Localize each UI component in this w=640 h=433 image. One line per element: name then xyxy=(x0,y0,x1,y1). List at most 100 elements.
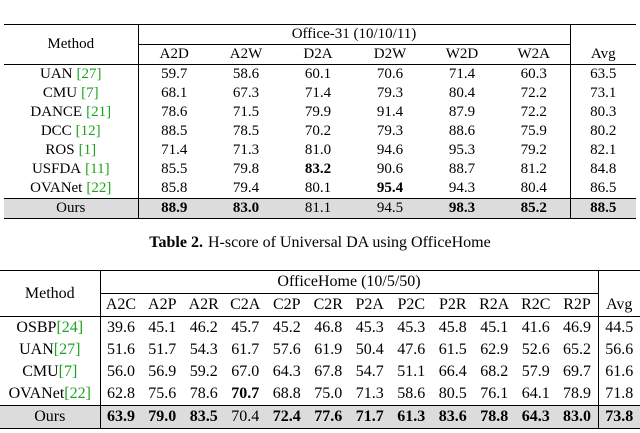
method-cell: CMU[7] xyxy=(4,84,139,103)
avg-cell: 56.6 xyxy=(597,339,640,361)
citation: [21] xyxy=(86,104,112,120)
method-name: OVANet xyxy=(30,180,83,196)
value-cell: 57.6 xyxy=(272,341,301,358)
value-cell: 79.4 xyxy=(232,180,260,196)
avg-cell: 88.5 xyxy=(569,198,636,219)
method-cell: CMU[7] xyxy=(0,361,101,383)
header-avg-spacer xyxy=(597,270,640,294)
citation: [1] xyxy=(78,142,97,158)
table-row: OVANet [22] 85.8 79.4 80.1 95.4 94.3 80.4 86.5 xyxy=(4,179,636,199)
table-row: USFDA [11] 85.5 79.8 83.2 90.6 88.7 81.2 84.8 xyxy=(4,160,636,179)
value-cell: 79.0 xyxy=(141,405,183,429)
value-cell: 46.2 xyxy=(189,319,218,336)
value-cell: 78.8 xyxy=(473,405,515,429)
value-cell: 57.9 xyxy=(521,363,550,380)
citation: [12] xyxy=(75,123,101,139)
citation: [11] xyxy=(85,161,110,177)
header-column: C2R xyxy=(307,293,349,317)
header-row: A2D A2W D2A D2W W2D W2A Avg xyxy=(4,44,636,65)
header-row: Method OfficeHome (10/5/50) xyxy=(0,270,640,317)
value-cell: 45.3 xyxy=(397,319,426,336)
value-cell: 45.3 xyxy=(355,319,384,336)
value-cell: 64.3 xyxy=(272,363,301,380)
header-group: Office-31 (10/10/11) xyxy=(138,24,570,45)
value-cell: 61.5 xyxy=(438,341,467,358)
value-cell: 94.3 xyxy=(448,180,476,196)
value-cell: 45.7 xyxy=(231,319,260,336)
value-cell: 67.3 xyxy=(232,85,260,101)
caption-text: H-score of Universal DA using OfficeHome xyxy=(207,234,491,251)
value-cell: 79.8 xyxy=(232,161,260,177)
value-cell: 64.1 xyxy=(521,385,550,402)
value-cell: 78.9 xyxy=(563,385,591,402)
value-cell: 59.7 xyxy=(161,66,188,82)
value-cell: 72.4 xyxy=(266,405,308,429)
method-name: DANCE xyxy=(30,104,83,120)
method-name: UAN xyxy=(19,341,54,358)
value-cell: 90.6 xyxy=(376,161,404,177)
avg-cell: 84.8 xyxy=(569,160,636,179)
value-cell: 91.4 xyxy=(376,104,404,120)
value-cell: 83.0 xyxy=(556,405,598,429)
value-cell: 41.6 xyxy=(521,319,550,336)
table-row: CMU[7] 56.0 56.9 59.2 67.0 64.3 67.8 54.7 51.1 66… xyxy=(0,361,640,383)
value-cell: 39.6 xyxy=(107,319,135,336)
value-cell: 85.8 xyxy=(161,180,188,196)
value-cell: 83.2 xyxy=(304,161,332,177)
header-group: OfficeHome (10/5/50) xyxy=(100,270,598,294)
header-column: P2C xyxy=(390,293,432,317)
citation: [7] xyxy=(81,85,99,101)
table-officehome: Method OfficeHome (10/5/50) A2C A2P A2R C2A C2… xyxy=(0,270,640,429)
value-cell: 45.1 xyxy=(148,319,177,336)
table-caption: Table 2. H-score of Universal DA using Of… xyxy=(0,234,640,252)
header-column: R2C xyxy=(515,293,557,317)
value-cell: 78.5 xyxy=(232,123,260,139)
header-avg: Avg xyxy=(597,293,640,317)
table-row: ROS [1] 71.4 71.3 81.0 94.6 95.3 79.2 82.1 xyxy=(4,141,636,160)
citation: [7] xyxy=(58,363,78,380)
value-cell: 85.2 xyxy=(498,198,570,219)
header-column: D2W xyxy=(354,44,426,65)
method-name: DCC xyxy=(40,123,72,139)
avg-cell: 86.5 xyxy=(569,179,636,199)
citation: [24] xyxy=(56,319,84,336)
value-cell: 46.9 xyxy=(563,319,591,336)
value-cell: 68.2 xyxy=(480,363,509,380)
value-cell: 94.6 xyxy=(376,142,404,158)
value-cell: 98.3 xyxy=(426,198,498,219)
value-cell: 80.4 xyxy=(520,180,547,196)
method-cell: OVANet[22] xyxy=(0,383,101,406)
value-cell: 71.5 xyxy=(232,104,260,120)
value-cell: 68.8 xyxy=(272,385,301,402)
value-cell: 80.5 xyxy=(438,385,467,402)
value-cell: 67.8 xyxy=(314,363,343,380)
value-cell: 72.2 xyxy=(520,85,547,101)
value-cell: 78.6 xyxy=(189,385,218,402)
value-cell: 80.4 xyxy=(448,85,476,101)
header-column: C2P xyxy=(266,293,308,317)
value-cell: 76.1 xyxy=(480,385,509,402)
method-name: UAN xyxy=(40,66,73,82)
value-cell: 70.4 xyxy=(224,405,266,429)
header-method: Method xyxy=(0,270,101,317)
header-column: A2D xyxy=(138,44,210,65)
header-column: W2A xyxy=(498,44,570,65)
header-column: C2A xyxy=(224,293,266,317)
table-row: UAN [27] 59.7 58.6 60.1 70.6 71.4 60.3 63.5 xyxy=(4,64,636,84)
value-cell: 51.1 xyxy=(397,363,426,380)
header-column: A2W xyxy=(210,44,282,65)
method-name: Ours xyxy=(56,200,86,216)
value-cell: 77.6 xyxy=(307,405,349,429)
value-cell: 72.2 xyxy=(520,104,547,120)
value-cell: 46.8 xyxy=(314,319,343,336)
value-cell: 70.2 xyxy=(304,123,332,139)
value-cell: 85.5 xyxy=(161,161,188,177)
table-row: DCC [12] 88.5 78.5 70.2 79.3 88.6 75.9 80.2 xyxy=(4,122,636,141)
value-cell: 69.7 xyxy=(563,363,591,380)
value-cell: 58.6 xyxy=(232,66,260,82)
value-cell: 60.1 xyxy=(304,66,332,82)
method-name: OVANet xyxy=(8,385,65,402)
method-cell: ROS [1] xyxy=(4,141,139,160)
header-column: A2C xyxy=(100,293,142,317)
value-cell: 61.9 xyxy=(314,341,343,358)
